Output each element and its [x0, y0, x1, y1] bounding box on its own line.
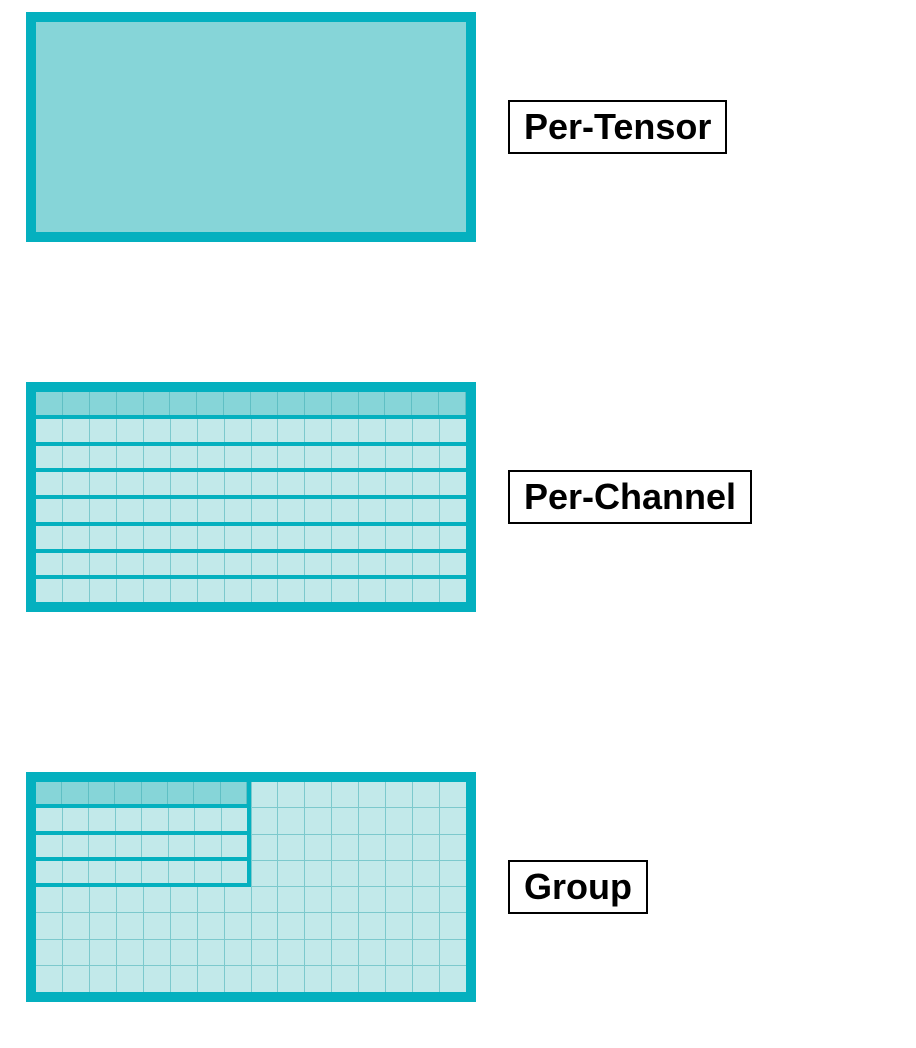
per-channel-row [36, 446, 466, 473]
per-channel-label: Per-Channel [508, 470, 752, 524]
per-channel-section: Per-Channel [26, 382, 752, 612]
group-overlay-row [36, 835, 247, 861]
per-channel-row [36, 419, 466, 446]
per-channel-row [36, 526, 466, 553]
per-channel-row [36, 472, 466, 499]
group-section: Group [26, 772, 648, 1002]
per-channel-row [36, 579, 466, 602]
per-tensor-section: Per-Tensor [26, 12, 727, 242]
per-channel-row [36, 392, 466, 419]
group-overlay-row [36, 808, 247, 834]
per-channel-box [26, 382, 476, 612]
group-overlay-row [36, 782, 247, 808]
per-tensor-label: Per-Tensor [508, 100, 727, 154]
per-tensor-box [26, 12, 476, 242]
per-channel-row [36, 499, 466, 526]
group-label: Group [508, 860, 648, 914]
group-box [26, 772, 476, 1002]
group-overlay-row [36, 861, 247, 883]
per-channel-row [36, 553, 466, 580]
